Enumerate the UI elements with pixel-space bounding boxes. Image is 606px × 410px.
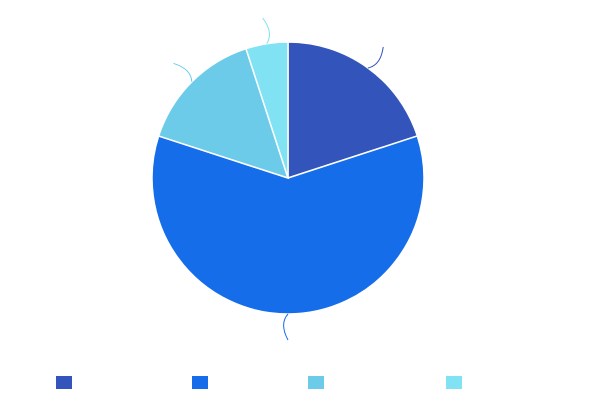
legend-swatch (192, 376, 208, 389)
legend-item[interactable] (308, 376, 324, 389)
legend-swatch (56, 376, 72, 389)
legend-swatch (446, 376, 462, 389)
pie-slice[interactable] (151, 135, 425, 315)
leader-line (173, 62, 193, 82)
legend-item[interactable] (56, 376, 72, 389)
legend-item[interactable] (192, 376, 208, 389)
legend (56, 376, 462, 389)
pie-slices (151, 41, 425, 315)
leader-line (283, 313, 289, 341)
leader-line (367, 46, 384, 69)
legend-item[interactable] (446, 376, 462, 389)
pie-slice[interactable] (245, 41, 289, 179)
pie-slice[interactable] (157, 47, 290, 180)
leader-lines (173, 17, 384, 341)
leader-line (262, 17, 270, 44)
legend-swatch (308, 376, 324, 389)
